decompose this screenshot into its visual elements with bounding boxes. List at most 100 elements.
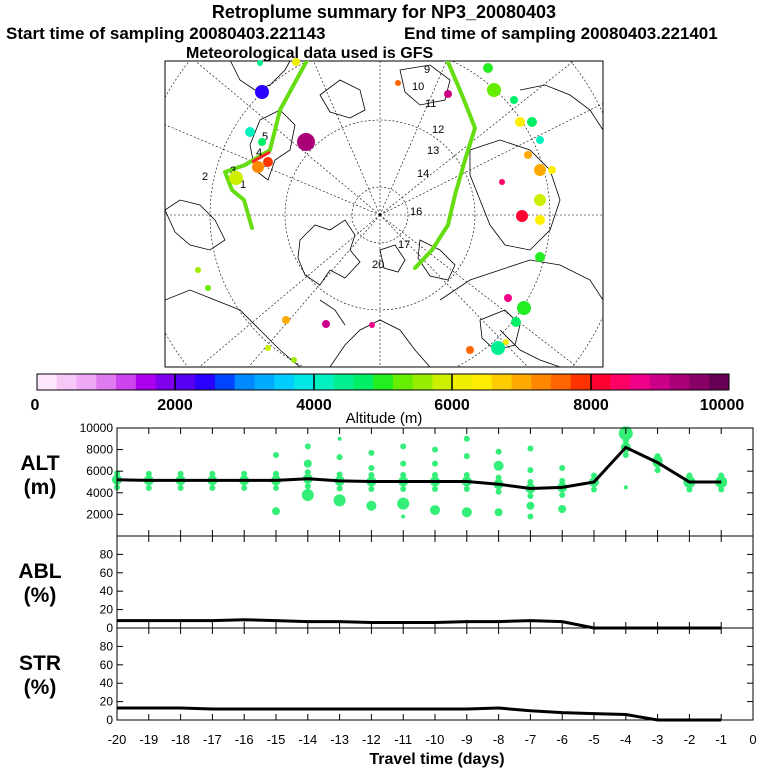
alt-cluster-point [401, 514, 406, 519]
alt-cluster-point [304, 483, 311, 490]
y-tick-label: 0 [106, 621, 113, 635]
met-data-label: Meteorological data used is GFS [186, 45, 434, 62]
y-tick-label: 80 [100, 547, 114, 561]
alt-cluster-point [336, 471, 343, 478]
panel-frame [116, 627, 754, 721]
alt-cluster-point [241, 484, 248, 491]
alt-cluster-point [400, 460, 407, 467]
colorbar-cell [551, 374, 572, 390]
colorbar-cell [313, 374, 335, 390]
x-tick-label: -20 [108, 732, 127, 747]
colorbar-cell [649, 374, 671, 390]
alt-cluster-point [273, 471, 279, 478]
y-tick-label: 40 [100, 584, 114, 598]
colorbar-cell [37, 374, 58, 390]
y-tick-label: 8000 [86, 443, 113, 457]
x-tick-label: -7 [525, 732, 537, 747]
alt-cluster-point [272, 507, 280, 516]
alt-cluster-point [145, 484, 152, 491]
x-tick-label: -1 [715, 732, 727, 747]
panel-ylabel-unit: (%) [24, 676, 57, 699]
colorbar-cell [590, 374, 611, 390]
alt-cluster-point [368, 486, 375, 493]
y-tick-label: 40 [100, 676, 114, 690]
panel-ylabel: ALT [20, 452, 59, 475]
colorbar-cell [155, 374, 176, 390]
x-axis-label: Travel time (days) [369, 751, 504, 768]
alt-cluster-point [654, 467, 661, 474]
colorbar-axis-label: Altitude (m) [346, 410, 423, 427]
alt-cluster-point [527, 467, 534, 474]
alt-cluster-point [559, 477, 566, 484]
alt-cluster-point [686, 486, 693, 493]
x-tick-label: -4 [620, 732, 632, 747]
x-tick-label: -2 [684, 732, 696, 747]
alt-cluster-point [559, 464, 566, 471]
x-tick-label: -17 [203, 732, 222, 747]
colorbar-cell [234, 374, 255, 390]
alt-cluster-point [527, 479, 534, 485]
colorbar-cell [570, 374, 592, 390]
series-line-str [117, 706, 722, 722]
x-tick-label: -6 [556, 732, 568, 747]
alt-cluster-point [622, 452, 629, 458]
alt-cluster-point [397, 497, 410, 510]
colorbar-cell [452, 374, 473, 390]
alt-cluster-point [463, 453, 470, 460]
alt-cluster-point [591, 472, 597, 479]
panel-ylabel: STR [19, 652, 61, 675]
colorbar-cell [392, 374, 414, 390]
alt-cluster-point [494, 508, 503, 517]
alt-cluster-point [463, 486, 470, 493]
colorbar-cell [432, 374, 453, 390]
alt-cluster-point [527, 445, 534, 452]
alt-cluster-point [177, 484, 184, 491]
colorbar-tick-label: 8000 [573, 397, 609, 414]
alt-cluster-point [430, 505, 440, 516]
series-line-abl [117, 618, 722, 630]
alt-cluster-point [368, 471, 375, 478]
colorbar-cell [491, 374, 513, 390]
y-tick-label: 60 [100, 566, 114, 580]
alt-cluster-point [336, 485, 343, 492]
alt-cluster-point [368, 464, 375, 471]
alt-cluster-point [463, 435, 470, 442]
colorbar-cell [511, 374, 532, 390]
alt-cluster-point [495, 488, 502, 495]
x-tick-label: -9 [461, 732, 473, 747]
alt-cluster-point [432, 486, 438, 493]
colorbar-cell [294, 374, 315, 390]
colorbar-cell [531, 374, 552, 390]
colorbar-cell [195, 374, 216, 390]
colorbar-cell [175, 374, 196, 390]
alt-cluster-point [527, 513, 534, 520]
y-tick-label: 2000 [86, 507, 113, 521]
alt-cluster-point [495, 448, 502, 455]
alt-cluster-point [526, 501, 535, 510]
altitude-colorbar: 0 2000 4000 6000 8000 10000 Altitude (m) [31, 373, 744, 427]
x-tick-label: -15 [267, 732, 286, 747]
alt-cluster-point [241, 470, 248, 477]
colorbar-cell [669, 374, 690, 390]
alt-cluster-point [333, 494, 346, 507]
y-tick-label: 60 [100, 658, 114, 672]
alt-cluster-point [303, 459, 312, 468]
colorbar-tick-label: 2000 [157, 397, 193, 414]
alt-cluster-point [493, 460, 504, 471]
colorbar-cell [709, 374, 730, 390]
colorbar-cell [116, 374, 137, 390]
colorbar-cell [353, 374, 374, 390]
alt-cluster-point [337, 436, 342, 441]
colorbar-tick-label: 0 [31, 397, 40, 414]
colorbar-cell [471, 374, 493, 390]
colorbar-cell [254, 374, 275, 390]
alt-cluster-point [400, 443, 407, 450]
panel-ylabel-unit: (%) [24, 584, 57, 607]
panel-frame [116, 535, 754, 629]
alt-cluster-point [368, 449, 375, 456]
x-tick-label: -5 [588, 732, 600, 747]
y-tick-label: 10000 [80, 421, 114, 435]
colorbar-cell [630, 374, 651, 390]
alt-cluster-point [304, 443, 311, 450]
